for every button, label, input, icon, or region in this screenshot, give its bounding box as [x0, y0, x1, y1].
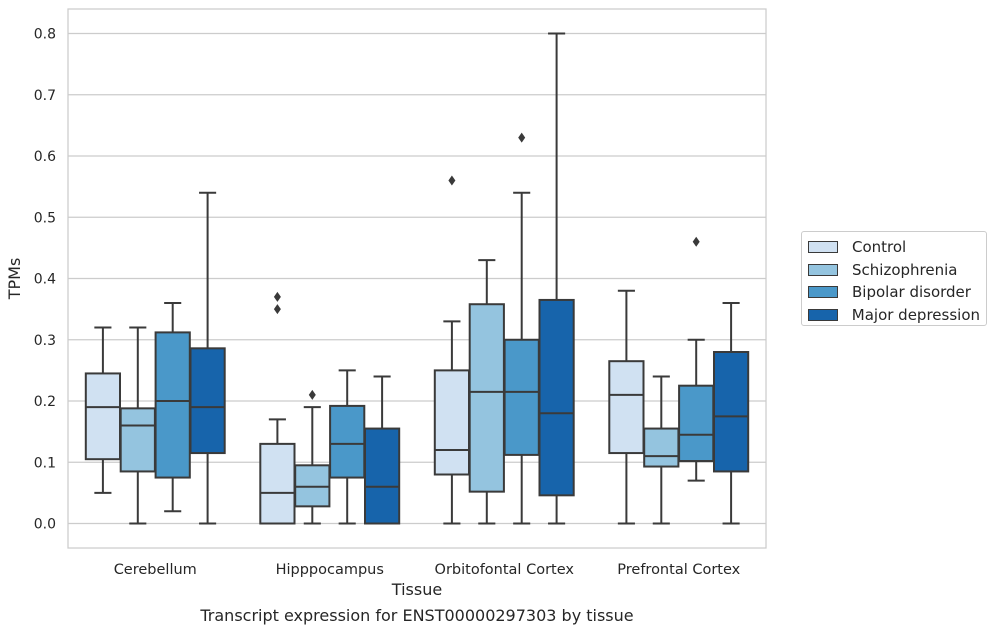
box-1-1	[294, 389, 331, 525]
box-3-2	[538, 32, 575, 525]
box-0-1	[259, 291, 296, 525]
legend-swatch	[808, 241, 838, 254]
y-tick-label: 0.5	[34, 210, 56, 226]
iqr-box	[468, 303, 505, 493]
y-tick-label: 0.4	[34, 272, 56, 288]
legend-label: Major depression	[851, 305, 980, 324]
legend-item: Major depression	[808, 304, 980, 327]
iqr-box	[538, 298, 575, 497]
x-axis-ticks: Cerebellum Hipppocampus Orbitofontal Corte…	[114, 562, 741, 578]
box-3-1	[363, 375, 401, 525]
legend-swatch	[808, 308, 838, 321]
legend-item: Control	[808, 236, 980, 259]
box-1-3	[643, 375, 680, 525]
legend-label: Bipolar disorder	[852, 283, 971, 302]
iqr-box	[363, 427, 401, 525]
iqr-box	[259, 442, 296, 525]
iqr-box	[154, 331, 191, 479]
y-tick-label: 0.0	[34, 517, 56, 533]
iqr-box	[643, 427, 680, 468]
iqr-box	[189, 347, 226, 455]
y-tick-label: 0.1	[34, 455, 56, 471]
box-3-0	[189, 191, 226, 525]
outlier-point	[308, 389, 316, 400]
outlier-point	[273, 304, 281, 315]
outlier-point	[273, 291, 281, 302]
box-1-2	[468, 259, 505, 525]
box-groups	[84, 32, 750, 525]
box-0-3	[608, 289, 645, 525]
y-tick-label: 0.2	[34, 394, 56, 410]
outlier-point	[448, 175, 456, 186]
x-tick-label: Cerebellum	[114, 562, 197, 578]
figure-caption: Transcript expression for ENST0000029730…	[200, 606, 634, 625]
box-1-0	[119, 326, 156, 525]
box-2-0	[154, 302, 191, 513]
box-2-2	[503, 132, 540, 525]
box-0-2	[433, 175, 471, 525]
box-0-0	[84, 326, 122, 494]
iqr-box	[329, 404, 366, 479]
iqr-box	[678, 384, 715, 463]
x-tick-label: Prefrontal Cortex	[617, 562, 740, 578]
y-tick-label: 0.3	[34, 333, 56, 349]
legend-label: Control	[852, 238, 907, 257]
box-2-1	[329, 369, 366, 525]
legend-label: Schizophrenia	[852, 260, 958, 279]
legend: Control Schizophrenia Bipolar disorder Majo…	[801, 231, 987, 326]
iqr-box	[84, 372, 122, 461]
iqr-box	[503, 338, 540, 456]
iqr-box	[608, 360, 645, 455]
y-tick-label: 0.6	[34, 149, 56, 165]
y-tick-label: 0.7	[34, 88, 56, 104]
y-tick-label: 0.8	[34, 27, 56, 43]
iqr-box	[712, 351, 750, 473]
box-3-3	[712, 302, 750, 525]
plot-frame	[67, 8, 767, 549]
x-tick-label: Hipppocampus	[276, 562, 384, 578]
x-axis-label: Tissue	[391, 580, 442, 599]
outlier-point	[518, 132, 526, 143]
outlier-point	[692, 236, 700, 247]
legend-item: Bipolar disorder	[808, 281, 980, 304]
legend-item: Schizophrenia	[808, 259, 980, 282]
y-axis-ticks: 0.0 0.1 0.2 0.3 0.4 0.5 0.6 0.7 0.8	[34, 27, 56, 533]
iqr-box	[433, 369, 471, 476]
box-2-3	[678, 236, 715, 482]
y-axis-label: TPMs	[5, 258, 24, 301]
legend-swatch	[808, 263, 838, 276]
x-tick-label: Orbitofontal Cortex	[435, 562, 575, 578]
legend-swatch	[808, 286, 838, 299]
iqr-box	[119, 407, 156, 473]
